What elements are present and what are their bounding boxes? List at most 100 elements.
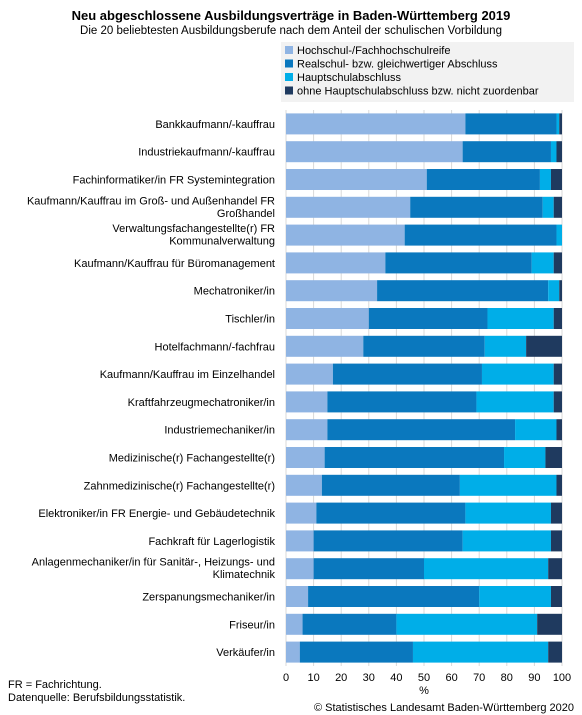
- category-label: Fachinformatiker/in FR Systemintegration: [73, 175, 275, 187]
- bar-segment: [410, 196, 543, 218]
- bar-segment: [553, 391, 562, 413]
- bar-segment: [487, 308, 554, 329]
- bar-segment: [539, 169, 551, 190]
- bar-segment: [476, 391, 554, 413]
- bar-segment: [462, 141, 551, 163]
- x-axis-label: %: [419, 685, 429, 697]
- legend-swatch: [285, 86, 293, 95]
- bar-segment: [559, 280, 562, 302]
- x-tick-label: 50: [418, 672, 430, 684]
- bar-segment: [556, 141, 562, 163]
- bar-segment: [553, 196, 562, 218]
- bar-segment: [553, 363, 562, 385]
- category-label: Tischler/in: [225, 314, 275, 326]
- bar-segment: [548, 558, 562, 580]
- bar-segment: [286, 113, 466, 135]
- bar-segment: [286, 196, 411, 218]
- bar-segment: [286, 447, 325, 468]
- x-tick-label: 90: [528, 672, 540, 684]
- bar-segment: [553, 252, 562, 274]
- category-label: Hotelfachmann/-fachfrau: [155, 341, 275, 353]
- category-label: Zerspanungsmechaniker/in: [142, 592, 275, 604]
- bar-segment: [479, 586, 551, 607]
- bar-segment: [426, 169, 540, 190]
- x-tick-label: 10: [307, 672, 319, 684]
- legend-entry: ohne Hauptschulabschluss bzw. nicht zuor…: [297, 86, 539, 98]
- bar-segment: [556, 224, 562, 246]
- bar-segment: [377, 280, 549, 302]
- bar-segment: [556, 474, 562, 496]
- legend-entry: Hochschul-/Fachhochschulreife: [297, 45, 450, 57]
- legend-swatch: [285, 59, 293, 68]
- bar-segment: [308, 586, 480, 607]
- chart-subtitle: Die 20 beliebtesten Ausbildungsberufe na…: [80, 25, 502, 37]
- bar-segment: [396, 613, 538, 635]
- bar-segment: [286, 280, 378, 302]
- legend-background: [281, 42, 574, 102]
- x-tick-label: 70: [473, 672, 485, 684]
- bar-segment: [302, 613, 397, 635]
- bar-segment: [286, 613, 303, 635]
- category-label: Bankkaufmann/-kauffrau: [155, 119, 275, 131]
- x-tick-label: 30: [363, 672, 375, 684]
- bar-segment: [465, 113, 557, 135]
- bar-segment: [324, 447, 505, 468]
- category-label: Anlagenmechaniker/in für Sanitär-, Heizu…: [32, 557, 276, 582]
- bar-segment: [286, 419, 328, 441]
- category-label: Industriekaufmann/-kauffrau: [138, 147, 275, 159]
- category-label: Medizinische(r) Fachangestellte(r): [109, 453, 275, 465]
- bar-segment: [542, 196, 554, 218]
- bar-segment: [286, 252, 386, 274]
- bar-segment: [545, 447, 562, 468]
- bar-segment: [548, 641, 562, 663]
- category-label: Friseur/in: [229, 619, 275, 631]
- category-label: Industriemechaniker/in: [164, 425, 275, 437]
- category-label: Kaufmann/Kauffrau für Büromanagement: [74, 258, 275, 270]
- bar-segment: [286, 363, 333, 385]
- bar-segment: [327, 391, 477, 413]
- x-tick-label: 80: [501, 672, 513, 684]
- bar-segment: [286, 502, 317, 524]
- x-tick-label: 20: [335, 672, 347, 684]
- chart-title: Neu abgeschlossene Ausbildungsverträge i…: [72, 8, 511, 23]
- bar-segment: [550, 502, 562, 524]
- bar-segment: [553, 308, 562, 329]
- bar-segment: [424, 558, 549, 580]
- bar-segment: [484, 335, 527, 357]
- bar-segment: [363, 335, 485, 357]
- legend-entry: Realschul- bzw. gleichwertiger Abschluss: [297, 59, 498, 71]
- bar-segment: [462, 530, 551, 552]
- bar-segment: [459, 474, 557, 496]
- bar-segment: [537, 613, 562, 635]
- bar-segment: [526, 335, 562, 357]
- x-tick-label: 0: [283, 672, 289, 684]
- category-labels: Bankkaufmann/-kauffrau Industriekaufmann/…: [27, 119, 276, 659]
- bar-segment: [550, 530, 562, 552]
- bar-segment: [313, 558, 424, 580]
- bar-segment: [556, 419, 562, 441]
- category-label: Verkäufer/in: [216, 647, 275, 659]
- bar-segment: [327, 419, 516, 441]
- category-label: Fachkraft für Lagerlogistik: [148, 536, 275, 548]
- category-label: Zahnmedizinische(r) Fachangestellte(r): [84, 480, 275, 492]
- x-axis-ticks: 0 10 20 30 40 50 60 70 80 90 100: [283, 672, 571, 684]
- bar-segment: [332, 363, 482, 385]
- bar-segment: [286, 586, 309, 607]
- legend-entry: Hauptschulabschluss: [297, 72, 401, 84]
- legend-swatch: [285, 46, 293, 54]
- category-label: Mechatroniker/in: [194, 286, 275, 298]
- bar-segment: [286, 391, 328, 413]
- bar-segment: [531, 252, 554, 274]
- bar-segment: [286, 335, 364, 357]
- category-label: Kraftfahrzeugmechatroniker/in: [128, 397, 275, 409]
- legend: Hochschul-/Fachhochschulreife Realschul- …: [281, 42, 574, 102]
- category-label: Kaufmann/Kauffrau im Einzelhandel: [100, 369, 275, 381]
- bar-segment: [299, 641, 413, 663]
- category-label: Kaufmann/Kauffrau im Groß- und Außenhand…: [27, 195, 275, 220]
- bars: [286, 113, 562, 663]
- gridlines: [285, 110, 563, 666]
- bar-segment: [286, 141, 463, 163]
- x-tick-label: 40: [390, 672, 402, 684]
- bar-segment: [286, 169, 427, 190]
